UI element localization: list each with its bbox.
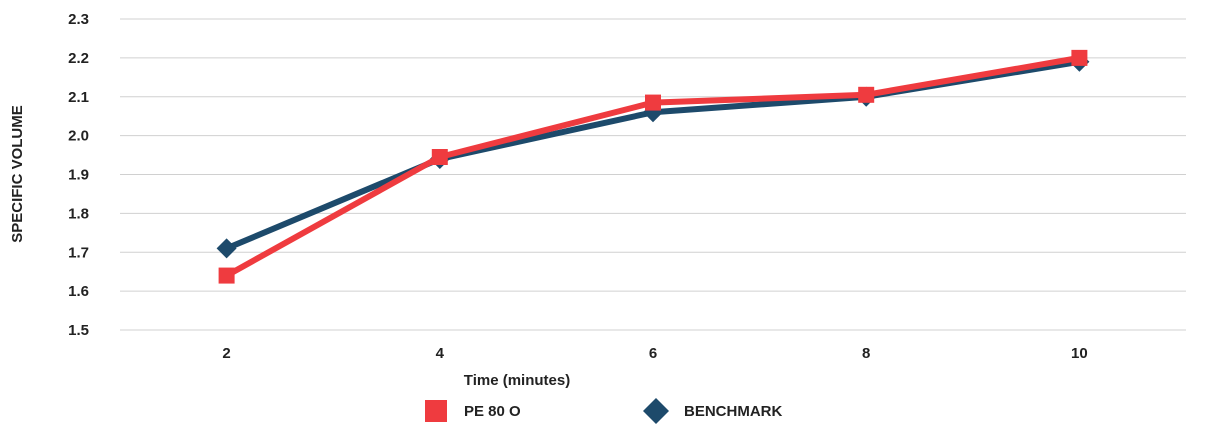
- data-point-pe-80-o: [858, 86, 875, 103]
- data-point-pe-80-o: [218, 267, 235, 284]
- y-tick-label: 2.0: [68, 128, 89, 145]
- series-line-benchmark: [223, 58, 1083, 252]
- y-tick-label: 2.3: [68, 11, 89, 28]
- y-tick-label: 1.5: [68, 322, 89, 339]
- y-axis-ticks: 1.5 1.6 1.7 1.8 1.9 2.0 2.1 2.2 2.3: [68, 11, 89, 339]
- legend-item-benchmark: BENCHMARK: [643, 398, 782, 424]
- legend-marker-pe-80-o: [425, 400, 447, 422]
- legend-item-pe-80-o: PE 80 O: [425, 400, 521, 422]
- legend-label-benchmark: BENCHMARK: [684, 403, 782, 420]
- gridlines: [120, 18, 1186, 331]
- y-tick-label: 2.1: [68, 89, 89, 106]
- y-axis-title: SPECIFIC VOLUME: [9, 105, 26, 243]
- x-axis-ticks: 2 4 6 8 10: [222, 345, 1087, 362]
- series-group: [216, 49, 1090, 284]
- data-point-pe-80-o: [645, 94, 661, 111]
- legend: PE 80 O BENCHMARK: [425, 398, 782, 424]
- legend-marker-benchmark: [643, 398, 669, 424]
- series-benchmark: [216, 51, 1090, 259]
- x-tick-label: 6: [649, 345, 657, 362]
- x-axis-title: Time (minutes): [464, 372, 570, 389]
- y-tick-label: 1.7: [68, 244, 89, 261]
- x-tick-label: 2: [222, 345, 230, 362]
- y-tick-label: 1.8: [68, 205, 89, 222]
- data-point-benchmark: [216, 238, 237, 259]
- series-line-pe-80-o: [223, 54, 1083, 279]
- y-tick-label: 2.2: [68, 50, 89, 67]
- y-tick-label: 1.6: [68, 283, 89, 300]
- data-point-pe-80-o: [431, 149, 448, 166]
- x-tick-label: 8: [862, 345, 870, 362]
- series-pe-80-o: [218, 49, 1088, 284]
- x-tick-label: 4: [436, 345, 445, 362]
- legend-label-pe-80-o: PE 80 O: [464, 403, 521, 420]
- data-point-pe-80-o: [1071, 49, 1088, 66]
- x-tick-label: 10: [1071, 345, 1088, 362]
- y-tick-label: 1.9: [68, 167, 89, 184]
